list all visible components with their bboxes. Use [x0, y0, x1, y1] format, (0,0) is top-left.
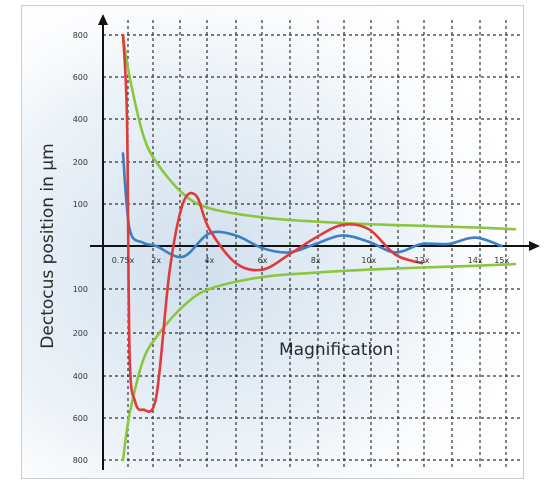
y-tick-label: 200: [73, 329, 88, 338]
chart-frame: [21, 5, 524, 479]
x-tick-label: 4x: [204, 256, 214, 265]
y-tick-label: 400: [73, 115, 88, 124]
series-line-red: [121, 33, 424, 413]
series-line-blue: [121, 152, 503, 259]
x-tick-label: 12x: [415, 256, 430, 265]
x-tick-label: 6x: [258, 256, 268, 265]
x-tick-label: 15x: [494, 256, 509, 265]
y-tick-label: 600: [73, 73, 88, 82]
y-tick-label: 100: [73, 285, 88, 294]
x-tick-label: 0.75x: [112, 256, 135, 265]
x-tick-label: 8x: [311, 256, 321, 265]
x-tick-label: 2x: [151, 256, 161, 265]
y-tick-label: 800: [73, 31, 88, 40]
series-line-green: [121, 262, 517, 462]
y-axis-arrow: [98, 14, 108, 25]
plot-background: [22, 6, 523, 478]
tick-labels: 800 600 400 200 100 100 200 400 600 800 0.75x 2x 4x 6…: [73, 31, 510, 465]
y-tick-label: 400: [73, 372, 88, 381]
y-tick-label: 600: [73, 414, 88, 423]
y-tick-label: 200: [73, 158, 88, 167]
x-tick-label: 10x: [361, 256, 376, 265]
x-tick-label: 14x: [468, 256, 483, 265]
x-axis-label: Magnification: [279, 340, 394, 360]
y-axis-label: Dectocus position in µm: [38, 143, 58, 349]
y-tick-label: 800: [73, 456, 88, 465]
series: [121, 33, 517, 462]
series-line-green: [121, 33, 517, 231]
y-tick-label: 100: [73, 200, 88, 209]
x-axis-arrow: [529, 241, 540, 251]
